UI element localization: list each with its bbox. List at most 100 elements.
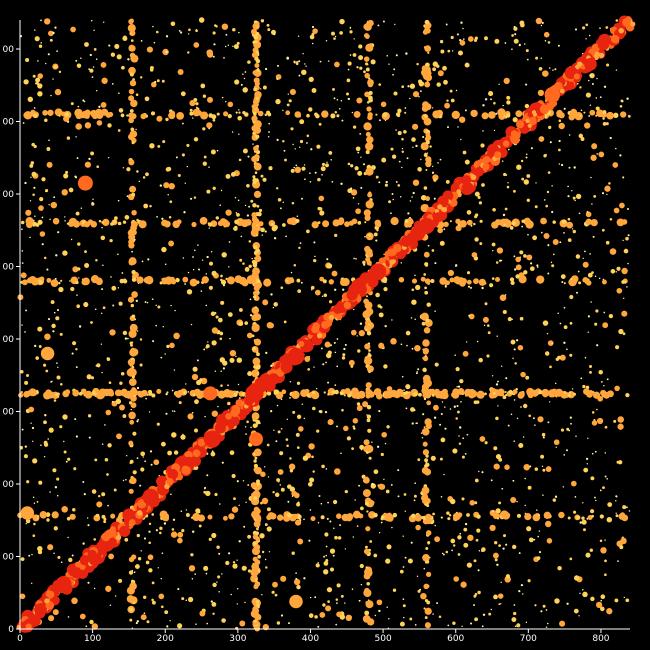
scatter-point-3403 xyxy=(375,113,378,116)
scatter-point-1457 xyxy=(181,153,185,157)
scatter-point-835 xyxy=(163,182,170,189)
scatter-point-3326 xyxy=(449,220,452,223)
scatter-point-3402 xyxy=(404,111,407,114)
scatter-point-1783 xyxy=(217,575,221,579)
scatter-point-1612 xyxy=(170,21,176,27)
scatter-point-2161 xyxy=(24,331,26,333)
scatter-point-680 xyxy=(76,294,78,296)
scatter-point-3095 xyxy=(51,511,59,519)
scatter-point-1023 xyxy=(88,68,90,70)
scatter-point-589 xyxy=(385,489,390,494)
scatter-point-2816 xyxy=(128,18,134,25)
scatter-point-929 xyxy=(71,352,74,355)
scatter-point-239 xyxy=(65,170,69,174)
scatter-point-1844 xyxy=(468,314,471,317)
scatter-point-123 xyxy=(415,372,418,375)
scatter-point-2961 xyxy=(424,622,431,629)
scatter-point-444 xyxy=(347,61,352,66)
scatter-point-472 xyxy=(499,259,502,262)
scatter-point-1949 xyxy=(357,151,360,154)
scatter-point-852 xyxy=(89,619,94,625)
scatter-point-1954 xyxy=(527,579,531,583)
scatter-point-351 xyxy=(521,225,524,228)
scatter-point-2406 xyxy=(250,28,258,35)
scatter-point-3472 xyxy=(334,110,338,114)
scatter-point-4385 xyxy=(400,235,412,247)
scatter-point-362 xyxy=(562,486,565,488)
scatter-point-673 xyxy=(606,478,608,480)
scatter-point-1779 xyxy=(115,398,122,405)
scatter-point-3159 xyxy=(500,510,509,519)
scatter-point-2804 xyxy=(130,402,137,409)
scatter-point-2907 xyxy=(368,90,373,96)
scatter-point-1596 xyxy=(507,182,509,184)
scatter-point-3371 xyxy=(566,221,574,229)
scatter-point-1413 xyxy=(449,498,456,505)
scatter-point-2038 xyxy=(28,406,35,413)
scatter-point-1211 xyxy=(311,25,315,29)
scatter-point-1830 xyxy=(378,119,381,122)
scatter-point-1607 xyxy=(222,367,225,370)
scatter-point-1695 xyxy=(221,461,224,464)
scatter-point-800 xyxy=(32,440,34,442)
scatter-point-372 xyxy=(68,557,73,563)
scatter-point-1563 xyxy=(260,174,264,178)
scatter-point-1553 xyxy=(272,490,275,494)
scatter-point-2449 xyxy=(251,52,258,58)
scatter-point-764 xyxy=(593,496,596,499)
scatter-point-1049 xyxy=(276,77,279,80)
scatter-point-383 xyxy=(266,443,270,447)
scatter-point-3339 xyxy=(525,220,534,229)
scatter-point-2196 xyxy=(414,318,416,321)
scatter-point-203 xyxy=(480,143,485,148)
scatter-point-152 xyxy=(236,357,243,363)
scatter-point-1138 xyxy=(515,274,520,279)
scatter-point-1520 xyxy=(184,182,186,184)
scatter-point-2345 xyxy=(251,155,258,163)
scatter-point-1926 xyxy=(54,26,57,29)
scatter-point-2617 xyxy=(267,393,270,396)
scatter-point-1684 xyxy=(101,77,108,84)
scatter-point-1230 xyxy=(443,79,448,85)
scatter-point-2830 xyxy=(368,95,373,101)
scatter-point-4335 xyxy=(525,119,530,124)
scatter-point-602 xyxy=(351,111,354,114)
scatter-point-765 xyxy=(121,65,125,70)
scatter-point-3411 xyxy=(42,109,48,116)
scatter-point-2772 xyxy=(128,570,134,575)
scatter-point-1180 xyxy=(606,608,613,615)
scatter-point-1980 xyxy=(358,329,365,337)
scatter-point-284 xyxy=(498,83,500,86)
scatter-point-3009 xyxy=(423,379,432,388)
scatter-point-306 xyxy=(192,256,194,258)
scatter-point-3055 xyxy=(466,513,470,517)
scatter-point-548 xyxy=(212,118,216,122)
scatter-point-928 xyxy=(165,50,168,53)
scatter-point-1318 xyxy=(626,286,628,288)
scatter-point-3007 xyxy=(423,117,432,126)
scatter-point-145 xyxy=(296,584,301,590)
scatter-point-3176 xyxy=(50,279,59,287)
scatter-point-1911 xyxy=(32,74,36,78)
scatter-point-1833 xyxy=(280,614,284,617)
scatter-point-2014 xyxy=(359,444,365,450)
scatter-point-2170 xyxy=(295,572,297,574)
scatter-point-151 xyxy=(185,509,188,511)
scatter-point-487 xyxy=(209,261,213,266)
scatter-point-1861 xyxy=(500,581,502,584)
scatter-point-4349 xyxy=(343,301,352,310)
scatter-point-2441 xyxy=(251,323,260,333)
scatter-point-246 xyxy=(244,267,250,272)
scatter-point-737 xyxy=(187,413,194,420)
scatter-point-959 xyxy=(208,285,213,290)
scatter-point-3142 xyxy=(39,511,47,519)
scatter-point-1974 xyxy=(379,305,383,309)
scatter-point-243 xyxy=(358,44,363,49)
scatter-point-2111 xyxy=(589,104,592,106)
scatter-point-4343 xyxy=(482,163,490,171)
scatter-point-1846 xyxy=(429,145,432,148)
scatter-point-611 xyxy=(617,416,624,423)
scatter-point-301 xyxy=(344,489,348,494)
scatter-point-112 xyxy=(516,164,522,170)
scatter-point-70 xyxy=(530,262,533,265)
